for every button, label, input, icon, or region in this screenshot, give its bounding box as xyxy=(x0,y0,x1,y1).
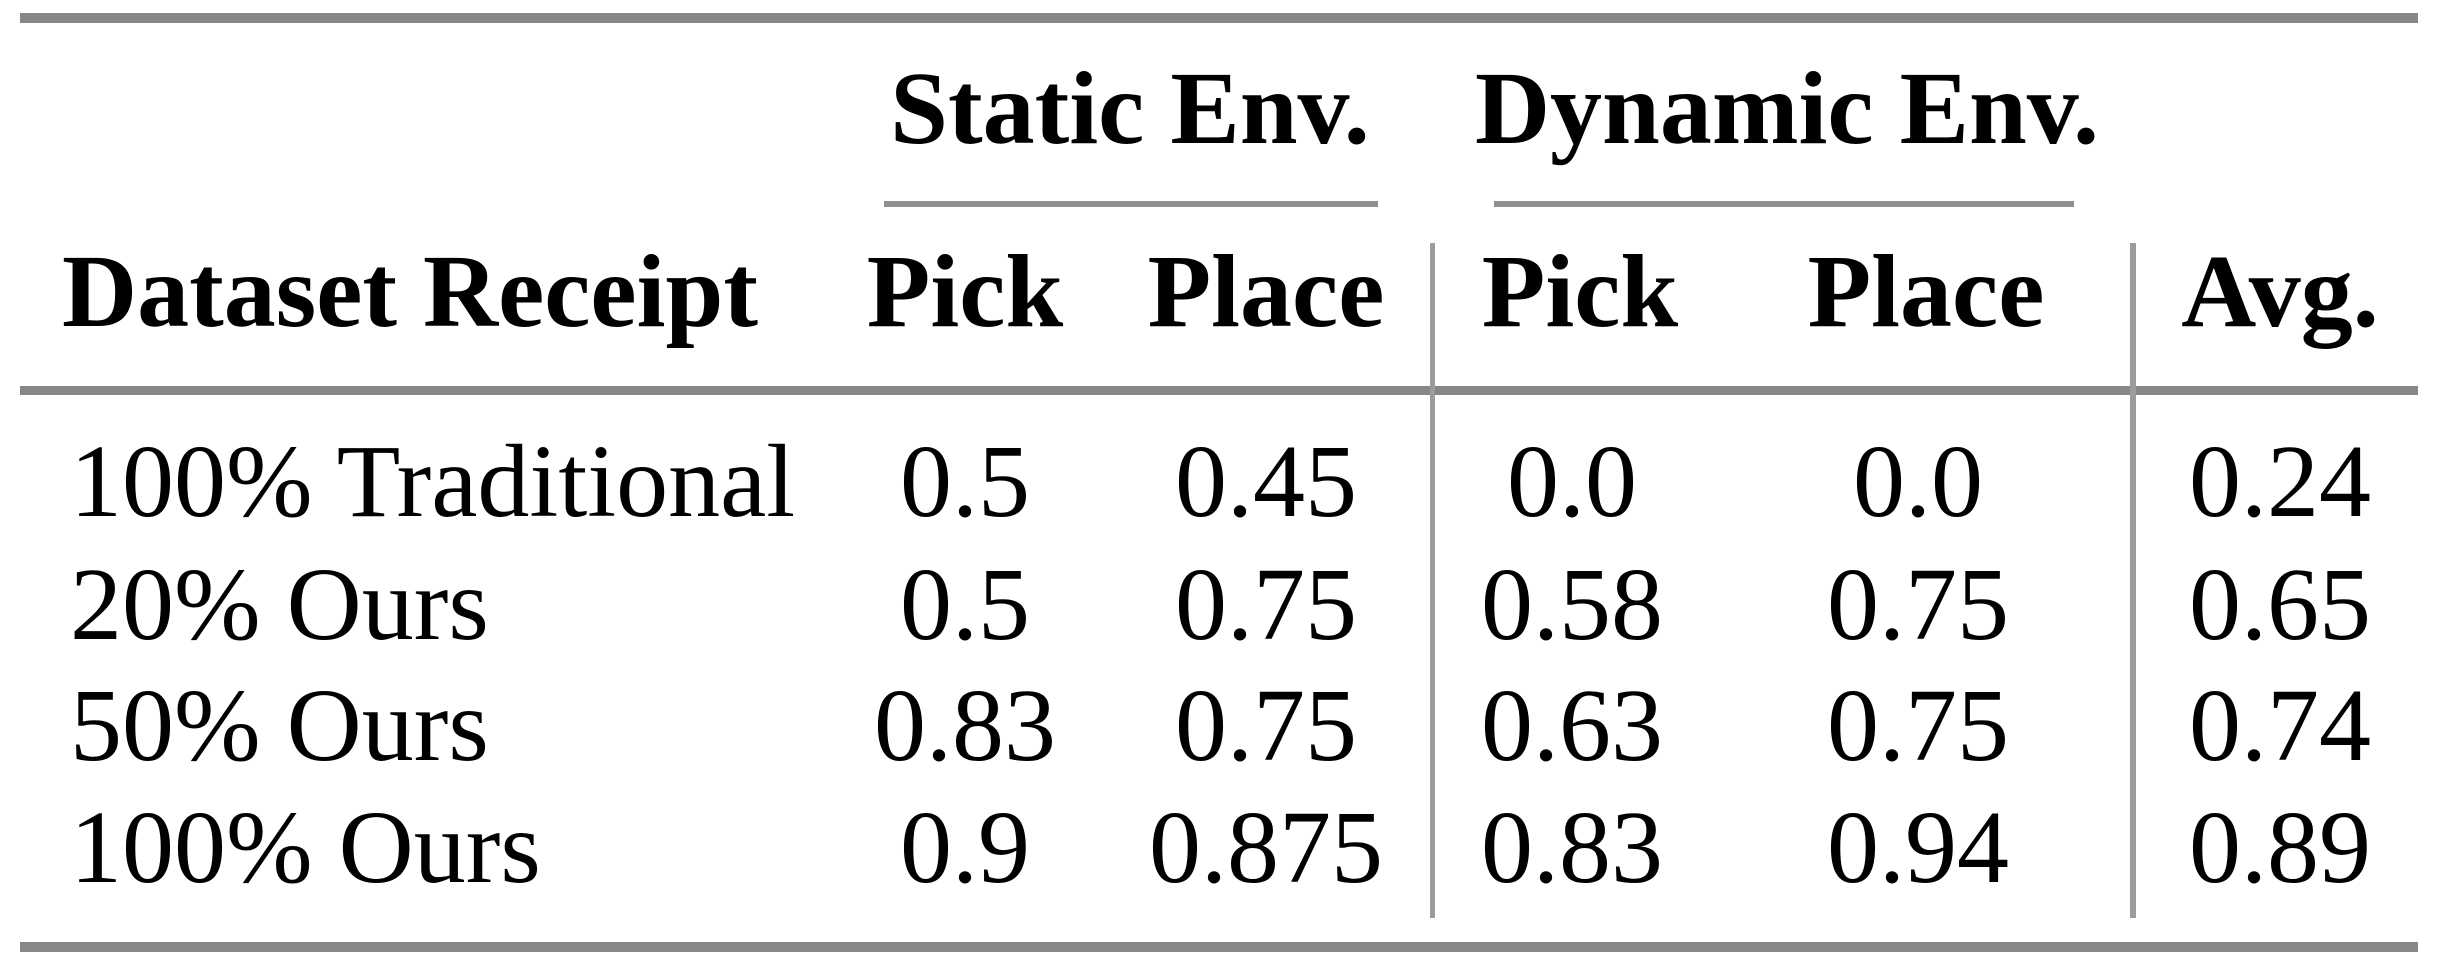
cell-dynamic-pick: 0.0 xyxy=(1507,424,1637,539)
row-label: 100% Traditional xyxy=(70,424,796,539)
cell-static-pick: 0.83 xyxy=(874,668,1056,783)
column-header-dataset: Dataset Receipt xyxy=(62,234,758,349)
cell-avg: 0.89 xyxy=(2189,790,2371,905)
cell-static-pick: 0.9 xyxy=(900,790,1030,905)
cell-static-place: 0.45 xyxy=(1175,424,1357,539)
row-label: 50% Ours xyxy=(70,668,489,783)
bottom-rule xyxy=(20,942,2418,952)
cell-avg: 0.24 xyxy=(2189,424,2371,539)
cell-avg: 0.74 xyxy=(2189,668,2371,783)
cell-dynamic-pick: 0.58 xyxy=(1481,547,1663,662)
vertical-rule-avg xyxy=(2130,243,2136,918)
column-header-avg: Avg. xyxy=(2181,234,2379,349)
row-label: 100% Ours xyxy=(70,790,541,905)
cell-avg: 0.65 xyxy=(2189,547,2371,662)
group-header-static: Static Env. xyxy=(890,51,1370,166)
header-rule xyxy=(20,386,2418,395)
column-header-dynamic-pick: Pick xyxy=(1481,234,1679,349)
row-label: 20% Ours xyxy=(70,547,489,662)
cell-dynamic-place: 0.75 xyxy=(1827,547,2009,662)
cell-static-pick: 0.5 xyxy=(900,547,1030,662)
cell-static-place: 0.75 xyxy=(1175,668,1357,783)
column-header-static-place: Place xyxy=(1147,234,1385,349)
cell-static-place: 0.875 xyxy=(1149,790,1383,905)
cmidrule-static xyxy=(884,201,1378,207)
column-header-dynamic-place: Place xyxy=(1807,234,2045,349)
cell-dynamic-pick: 0.63 xyxy=(1481,668,1663,783)
cell-dynamic-place: 0.75 xyxy=(1827,668,2009,783)
top-rule xyxy=(20,13,2418,23)
cmidrule-dynamic xyxy=(1494,201,2074,207)
vertical-rule-static-dynamic xyxy=(1430,243,1435,918)
group-header-dynamic: Dynamic Env. xyxy=(1474,51,2100,166)
cell-dynamic-pick: 0.83 xyxy=(1481,790,1663,905)
column-header-static-pick: Pick xyxy=(866,234,1064,349)
cell-static-pick: 0.5 xyxy=(900,424,1030,539)
cell-static-place: 0.75 xyxy=(1175,547,1357,662)
cell-dynamic-place: 0.94 xyxy=(1827,790,2009,905)
cell-dynamic-place: 0.0 xyxy=(1853,424,1983,539)
